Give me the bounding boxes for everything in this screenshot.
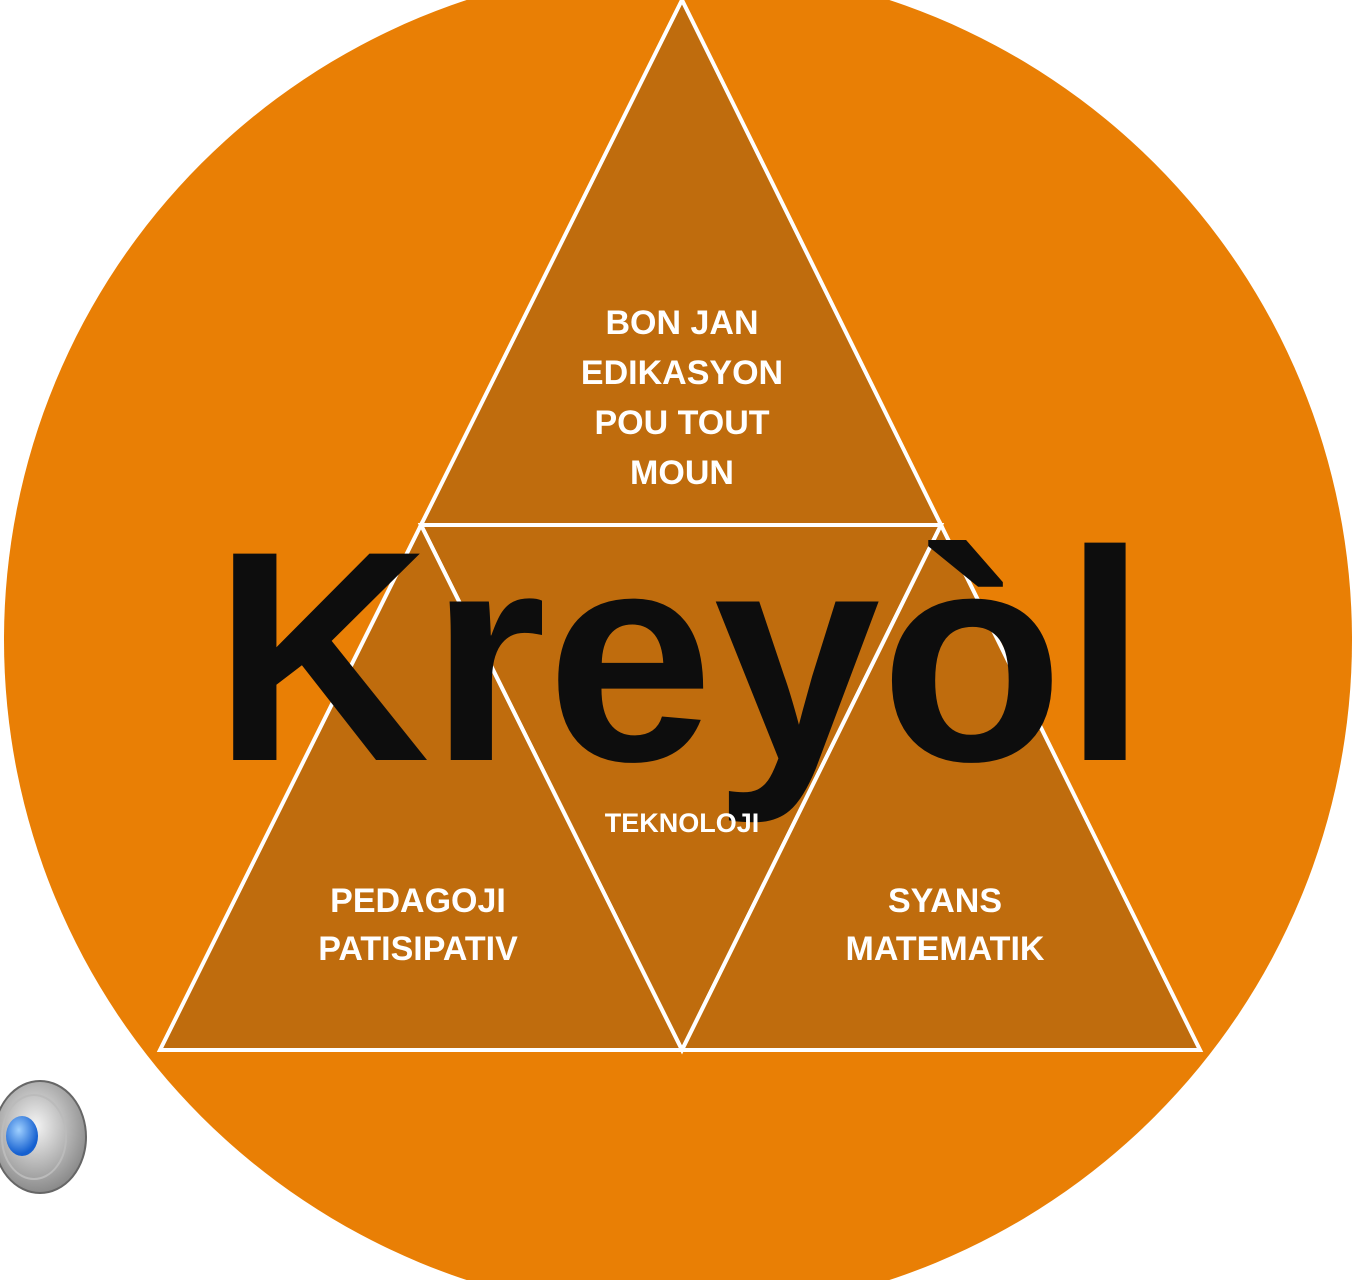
left-triangle: [156, 520, 686, 1052]
node-label: EDIKASYON: [581, 354, 783, 392]
node-label: BON JAN: [605, 304, 758, 342]
right-triangle: [678, 520, 1204, 1052]
node-label: SYANS: [888, 882, 1002, 920]
node-label: PEDAGOJI: [330, 882, 506, 920]
triangles: [156, 0, 1204, 1055]
node-label: POU TOUT: [594, 404, 769, 442]
node-label: TEKNOLOJI: [605, 808, 760, 838]
node-label: MOUN: [630, 454, 734, 492]
node-label: MATEMATIK: [846, 930, 1045, 968]
node-label: PATISIPATIV: [318, 930, 518, 968]
speaker-icon[interactable]: [0, 1080, 87, 1194]
title: Kreyòl: [213, 488, 1147, 826]
